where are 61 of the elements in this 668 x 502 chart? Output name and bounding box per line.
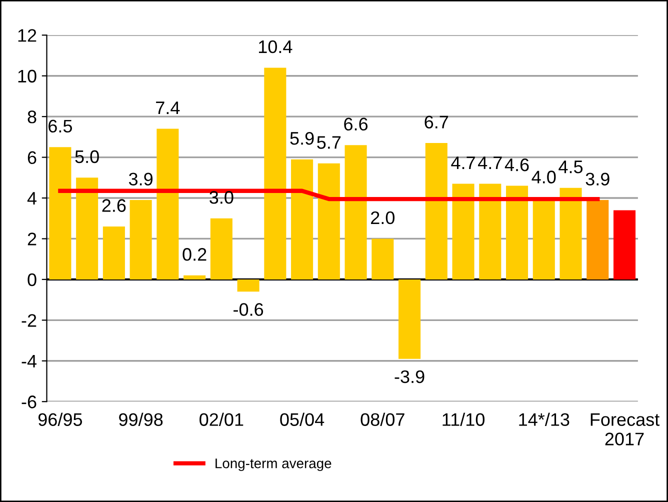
data-label: 2.6 (102, 199, 126, 212)
legend-label: Long-term average (216, 458, 332, 472)
bar (344, 145, 367, 280)
data-label: 3.9 (128, 172, 153, 186)
y-tick-label: 2 (28, 232, 36, 246)
y-tick-label: -4 (22, 355, 37, 368)
data-label: 6.6 (344, 118, 368, 131)
data-label: 4.7 (478, 156, 502, 170)
bar (291, 159, 314, 280)
x-tick-label: 96/95 (38, 412, 82, 426)
data-label: 7.4 (156, 102, 180, 114)
bar (372, 238, 394, 280)
bar (506, 186, 528, 280)
data-label: 2.0 (371, 211, 394, 224)
y-tick-label: -6 (22, 396, 36, 408)
data-label: 5.0 (75, 150, 99, 164)
y-tick-label: 6 (28, 151, 36, 164)
y-tick-label: 4 (27, 192, 37, 205)
bar (76, 178, 98, 280)
data-label: 4.6 (504, 158, 529, 172)
bar (210, 218, 232, 280)
y-tick-label: 0 (28, 273, 36, 286)
data-label: 10.4 (258, 40, 292, 54)
bar (49, 147, 72, 280)
y-tick-label: 12 (18, 29, 36, 42)
y-tick-label: 10 (18, 70, 36, 83)
data-label: 5.9 (290, 132, 314, 145)
y-tick-label: -2 (22, 314, 36, 327)
x-tick-label: 05/04 (280, 412, 324, 426)
x-tick-label: 02/01 (200, 412, 244, 426)
bar (264, 68, 286, 280)
data-label: 6.5 (48, 120, 72, 133)
bar (156, 128, 179, 280)
bar (452, 184, 474, 280)
x-tick-label: Forecast 2017 (590, 413, 660, 446)
bar (237, 279, 260, 292)
data-label: -0.6 (234, 303, 264, 316)
bar (425, 143, 448, 280)
bar (479, 184, 502, 280)
data-label: 6.7 (424, 116, 448, 128)
data-label: 4.0 (532, 170, 556, 184)
bar (560, 188, 582, 280)
data-label: 3.9 (586, 172, 610, 186)
bar (398, 279, 421, 359)
data-label: 5.7 (317, 136, 341, 149)
data-label: 0.2 (182, 248, 206, 261)
bar (613, 210, 636, 280)
x-tick-label: 99/98 (119, 412, 163, 426)
x-tick-label: 14*/13 (519, 412, 570, 426)
bar (318, 163, 340, 280)
bar (130, 200, 152, 280)
data-label: 3.0 (210, 191, 234, 204)
data-label: 4.5 (558, 160, 583, 174)
data-label: -3.9 (394, 370, 424, 384)
y-tick-label: 8 (28, 110, 36, 124)
bar (184, 275, 206, 280)
bar (102, 226, 125, 280)
x-tick-label: 08/07 (360, 412, 404, 426)
bar (586, 200, 609, 280)
x-tick-label: 11/10 (442, 412, 484, 426)
data-label: 4.7 (451, 156, 475, 170)
